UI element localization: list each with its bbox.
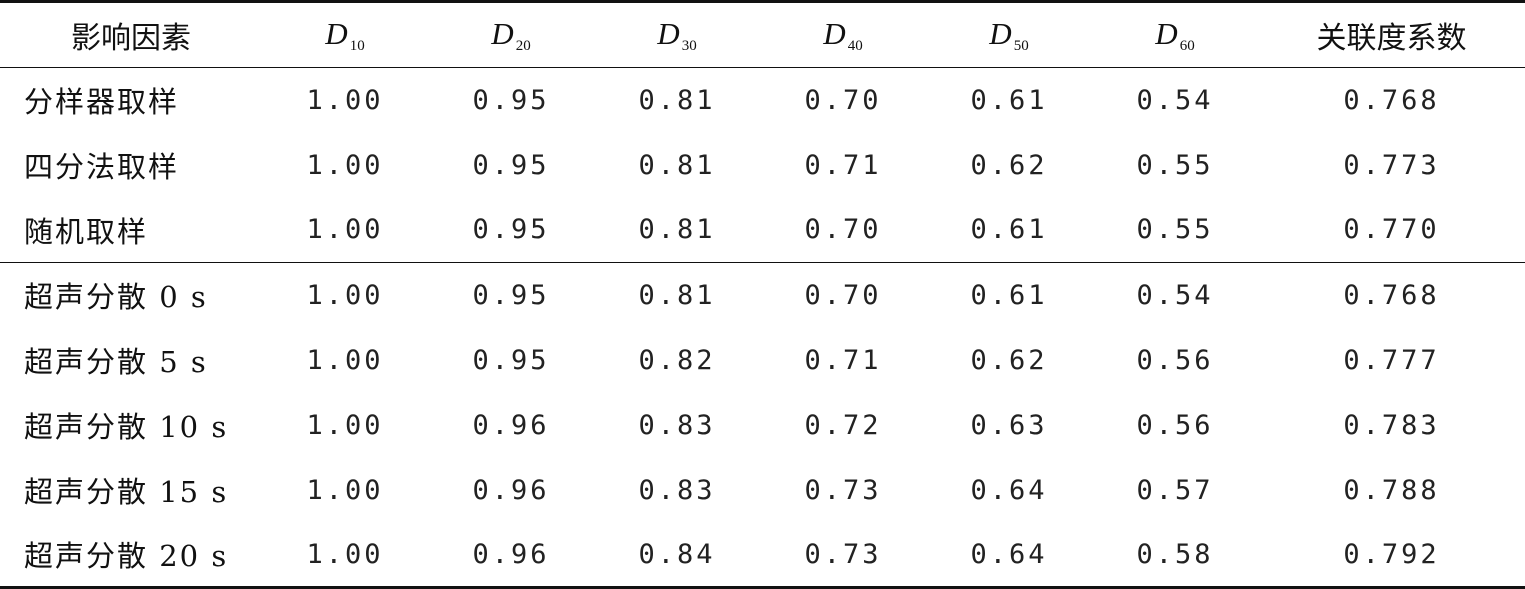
header-d50: D 50 — [926, 2, 1092, 68]
cell-correlation: 0.768 — [1258, 262, 1525, 328]
cell-correlation: 0.783 — [1343, 409, 1440, 441]
header-d30: D 30 — [594, 2, 760, 68]
header-d20-base: D — [491, 15, 514, 51]
cell-d50: 0.61 — [926, 262, 1092, 328]
cell-d30: 0.83 — [638, 409, 716, 441]
cell-correlation: 0.792 — [1343, 538, 1440, 570]
header-factor: 影响因素 — [71, 21, 191, 56]
cell-d40: 0.71 — [804, 344, 882, 376]
cell-d60: 0.55 — [1136, 149, 1214, 181]
header-d50-base: D — [989, 15, 1012, 51]
cell-d60: 0.58 — [1136, 538, 1214, 570]
header-d60-base: D — [1155, 15, 1178, 51]
cell-correlation: 0.770 — [1343, 214, 1440, 246]
cell-correlation: 0.768 — [1343, 84, 1440, 116]
row-factor: 分样器取样 — [24, 85, 180, 120]
header-row: 影响因素 D 10 D 20 D 30 D 40 D 50 D 60 关联度系数 — [0, 1, 1525, 68]
cell-d40: 0.71 — [804, 149, 882, 181]
cell-d10: 1.00 — [306, 214, 384, 246]
cell-d20: 0.95 — [472, 149, 550, 181]
table-row: 四分法取样 1.00 0.95 0.81 0.71 0.62 0.55 0.773 — [0, 133, 1525, 198]
table-row: 超声分散 15 s 1.00 0.96 0.83 0.73 0.64 0.57 0.788 — [0, 458, 1525, 523]
cell-d50: 0.63 — [970, 409, 1048, 441]
row-factor: 超声分散 10 s — [24, 410, 229, 444]
table-row: 超声分散 5 s 1.00 0.95 0.82 0.71 0.62 0.56 0.777 — [0, 328, 1525, 393]
header-d50-sub: 50 — [1013, 37, 1029, 54]
header-correlation: 关联度系数 — [1316, 21, 1467, 56]
cell-d60: 0.54 — [1136, 84, 1214, 116]
header-d20-sub: 20 — [515, 37, 531, 54]
header-d40: D 40 — [760, 2, 926, 68]
header-d20: D 20 — [428, 2, 594, 68]
header-d60: D 60 — [1092, 2, 1258, 68]
row-factor: 四分法取样 — [24, 150, 180, 184]
cell-d60: 0.54 — [1092, 262, 1258, 328]
cell-d40: 0.70 — [804, 214, 882, 246]
row-factor: 超声分散 0 s — [0, 262, 262, 328]
header-d10: D 10 — [262, 2, 428, 68]
cell-d10: 1.00 — [306, 538, 384, 570]
cell-d30: 0.83 — [638, 474, 716, 506]
header-d60-sub: 60 — [1179, 37, 1195, 54]
cell-d30: 0.84 — [638, 538, 716, 570]
cell-d30: 0.81 — [638, 84, 716, 116]
table-body: 分样器取样 1.00 0.95 0.81 0.70 0.61 0.54 0.768 四分法取样 1… — [0, 68, 1525, 588]
cell-d40: 0.72 — [804, 409, 882, 441]
header-d40-sub: 40 — [847, 37, 863, 54]
row-factor: 超声分散 5 s — [24, 345, 208, 379]
cell-d50: 0.61 — [970, 84, 1048, 116]
cell-d40: 0.70 — [804, 84, 882, 116]
cell-d20: 0.95 — [472, 84, 550, 116]
cell-d50: 0.61 — [970, 214, 1048, 246]
cell-d20: 0.96 — [472, 409, 550, 441]
cell-d50: 0.62 — [970, 344, 1048, 376]
cell-correlation: 0.777 — [1343, 344, 1440, 376]
cell-d50: 0.64 — [970, 474, 1048, 506]
cell-d20: 0.95 — [472, 214, 550, 246]
header-d30-base: D — [657, 15, 680, 51]
cell-d20: 0.96 — [472, 538, 550, 570]
cell-d10: 1.00 — [306, 344, 384, 376]
cell-d60: 0.56 — [1136, 409, 1214, 441]
header-d40-base: D — [823, 15, 846, 51]
table-row: 随机取样 1.00 0.95 0.81 0.70 0.61 0.55 0.770 — [0, 198, 1525, 263]
header-d10-base: D — [325, 15, 348, 51]
header-d10-sub: 10 — [349, 37, 365, 54]
row-factor: 随机取样 — [24, 214, 149, 249]
cell-d40: 0.73 — [804, 538, 882, 570]
table-row: 超声分散 10 s 1.00 0.96 0.83 0.72 0.63 0.56 0.783 — [0, 393, 1525, 458]
cell-d10: 1.00 — [306, 84, 384, 116]
cell-d20: 0.95 — [428, 262, 594, 328]
table-row: 超声分散 0 s 1.00 0.95 0.81 0.70 0.61 0.54 0.768 — [0, 262, 1525, 328]
cell-d10: 1.00 — [306, 149, 384, 181]
cell-d40: 0.73 — [804, 474, 882, 506]
cell-d30: 0.81 — [638, 214, 716, 246]
table-row: 分样器取样 1.00 0.95 0.81 0.70 0.61 0.54 0.768 — [0, 68, 1525, 133]
cell-d40: 0.70 — [760, 262, 926, 328]
cell-d50: 0.64 — [970, 538, 1048, 570]
cell-d10: 1.00 — [262, 262, 428, 328]
row-factor: 超声分散 15 s — [24, 475, 229, 509]
cell-d20: 0.96 — [472, 474, 550, 506]
cell-correlation: 0.773 — [1343, 149, 1440, 181]
cell-d50: 0.62 — [970, 149, 1048, 181]
table-header: 影响因素 D 10 D 20 D 30 D 40 D 50 D 60 关联度系数 — [0, 1, 1525, 68]
header-d30-sub: 30 — [681, 37, 697, 54]
cell-d30: 0.81 — [594, 262, 760, 328]
table-row: 超声分散 20 s 1.00 0.96 0.84 0.73 0.64 0.58 0.792 — [0, 523, 1525, 588]
row-factor: 超声分散 20 s — [24, 539, 229, 574]
cell-d30: 0.82 — [638, 344, 716, 376]
cell-d10: 1.00 — [306, 474, 384, 506]
cell-d60: 0.55 — [1136, 214, 1214, 246]
cell-d60: 0.57 — [1136, 474, 1214, 506]
cell-correlation: 0.788 — [1343, 474, 1440, 506]
cell-d60: 0.56 — [1136, 344, 1214, 376]
cell-d30: 0.81 — [638, 149, 716, 181]
cell-d20: 0.95 — [472, 344, 550, 376]
cell-d10: 1.00 — [306, 409, 384, 441]
